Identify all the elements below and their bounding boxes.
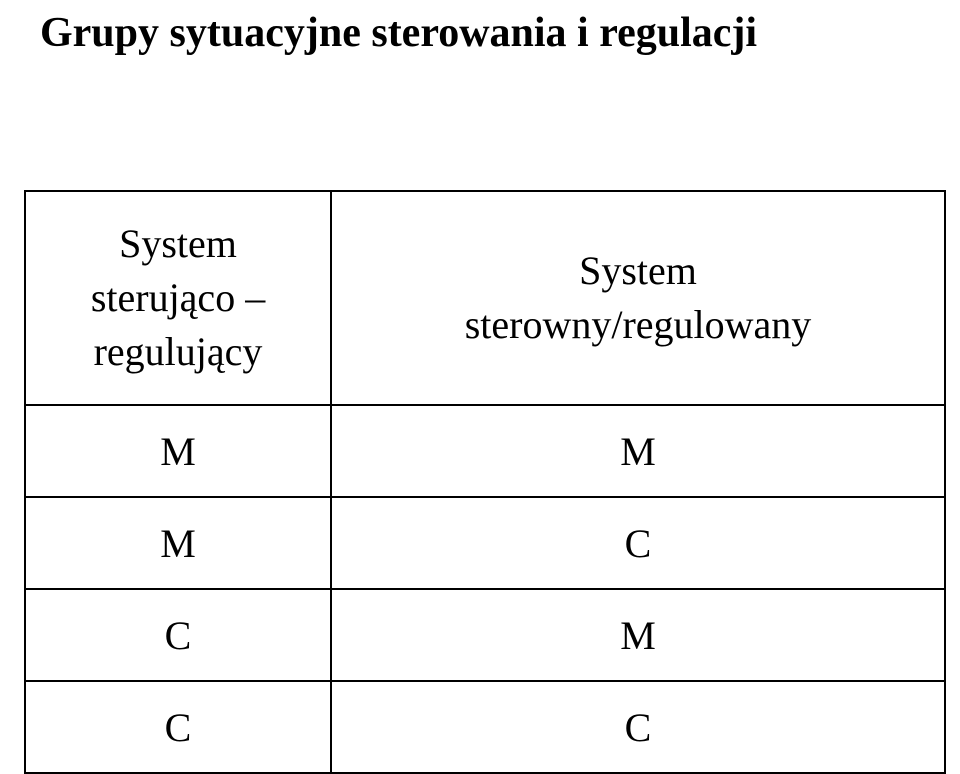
table-cell: M <box>331 405 945 497</box>
table-cell: M <box>25 497 331 589</box>
table-cell: C <box>331 681 945 773</box>
table-cell: C <box>25 589 331 681</box>
header-right-line2: sterowny/regulowany <box>332 298 944 352</box>
table-header-cell-left: System sterująco – regulujący <box>25 191 331 405</box>
table-header-cell-right: System sterowny/regulowany <box>331 191 945 405</box>
header-right-line1: System <box>332 244 944 298</box>
header-left-line1: System <box>26 217 330 271</box>
table-header-row: System sterująco – regulujący System ste… <box>25 191 945 405</box>
header-left-line2: sterująco – <box>26 271 330 325</box>
table-row: M C <box>25 497 945 589</box>
table-cell: M <box>25 405 331 497</box>
data-table: System sterująco – regulujący System ste… <box>24 190 946 774</box>
table-row: C C <box>25 681 945 773</box>
table-cell: C <box>25 681 331 773</box>
page-title: Grupy sytuacyjne sterowania i regulacji <box>40 10 757 56</box>
table-cell: M <box>331 589 945 681</box>
table-row: M M <box>25 405 945 497</box>
table-cell: C <box>331 497 945 589</box>
header-left-line3: regulujący <box>26 325 330 379</box>
table-row: C M <box>25 589 945 681</box>
page: Grupy sytuacyjne sterowania i regulacji … <box>0 0 960 774</box>
